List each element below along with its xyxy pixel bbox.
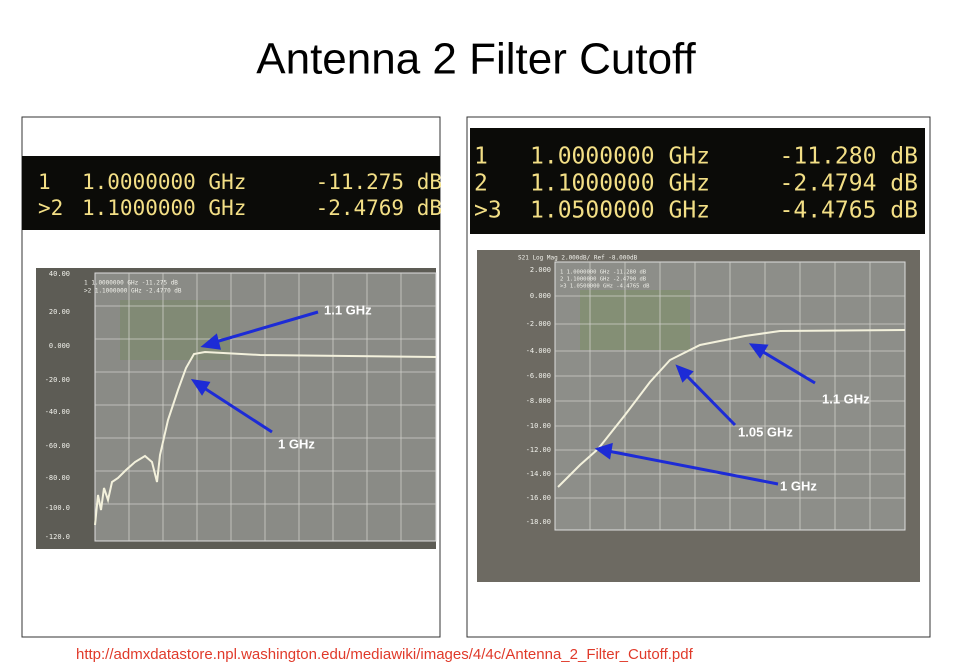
readout-frequency: 1.0000000 GHz: [530, 144, 710, 170]
readout-marker: >3: [474, 198, 502, 224]
axis-label: 20.00: [49, 308, 70, 316]
axis-label: -120.0: [45, 533, 70, 541]
annotation: 1 GHz: [780, 478, 817, 493]
axis-label: -12.00: [526, 446, 551, 454]
readout-frequency: 1.1000000 GHz: [530, 171, 710, 197]
right-trace: [557, 329, 906, 488]
annotation: 1.05 GHz: [738, 424, 793, 439]
glare: [580, 290, 690, 350]
axis-label: -6.000: [526, 372, 551, 380]
readout-value: -4.4765 dB: [780, 198, 918, 224]
readout-frequency: 1.1000000 GHz: [82, 196, 246, 220]
screen-marker-row: >3 1.0500000 GHz -4.4765 dB: [560, 284, 650, 290]
axis-label: -80.00: [45, 474, 70, 482]
readout-value: -2.4769 dB: [316, 196, 442, 220]
left-arrows: [190, 310, 319, 434]
axis-label: -20.00: [45, 376, 70, 384]
axis-label: -14.00: [526, 470, 551, 478]
screen-marker-row: 2 1.1000000 GHz -2.4790 dB: [560, 277, 647, 283]
left-grid: [95, 273, 436, 541]
axis-label: 0.000: [530, 292, 551, 300]
left-plot-area: [94, 272, 437, 542]
readout-frequency: 1.0500000 GHz: [530, 198, 710, 224]
readout-marker: 2: [474, 171, 488, 197]
left-readout-photo: [22, 156, 440, 230]
right-readout-photo: [470, 128, 925, 234]
screen-marker-row: >2 1.1000000 GHz -2.4770 dB: [84, 288, 182, 295]
readout-frequency: 1.0000000 GHz: [82, 170, 246, 194]
annotation: 1 GHz: [278, 436, 315, 451]
axis-label: 40.00: [49, 270, 70, 278]
axis-label: -4.000: [526, 347, 551, 355]
readout-marker: 1: [474, 144, 488, 170]
annotation: 1.1 GHz: [324, 302, 372, 317]
screen-marker-row: 1 1.0000000 GHz -11.275 dB: [84, 280, 178, 287]
axis-label: -100.0: [45, 504, 70, 512]
axis-label: -8.000: [526, 397, 551, 405]
axis-label: -10.00: [526, 422, 551, 430]
source-url: http://admxdatastore.npl.washington.edu/…: [76, 646, 694, 663]
screen-header: S21 Log Mag 2.000dB/ Ref -8.000dB: [518, 255, 638, 262]
axis-label: -18.00: [526, 518, 551, 526]
readout-value: -2.4794 dB: [780, 171, 918, 197]
slide-title: Antenna 2 Filter Cutoff: [256, 35, 696, 84]
axis-label: -60.00: [45, 442, 70, 450]
axis-label: -40.00: [45, 408, 70, 416]
glare: [120, 300, 230, 360]
axis-label: -2.000: [526, 320, 551, 328]
screen-marker-row: 1 1.0000000 GHz -11.280 dB: [560, 270, 647, 276]
right-arrows: [594, 343, 816, 486]
axis-label: -16.00: [526, 494, 551, 502]
axis-label: 0.000: [49, 342, 70, 350]
left-trace: [94, 350, 437, 526]
readout-value: -11.280 dB: [780, 144, 918, 170]
readout-marker: >2: [38, 196, 63, 220]
axis-label: 2.000: [530, 266, 551, 274]
readout-value: -11.275 dB: [316, 170, 442, 194]
readout-marker: 1: [38, 170, 51, 194]
annotation: 1.1 GHz: [822, 391, 870, 406]
